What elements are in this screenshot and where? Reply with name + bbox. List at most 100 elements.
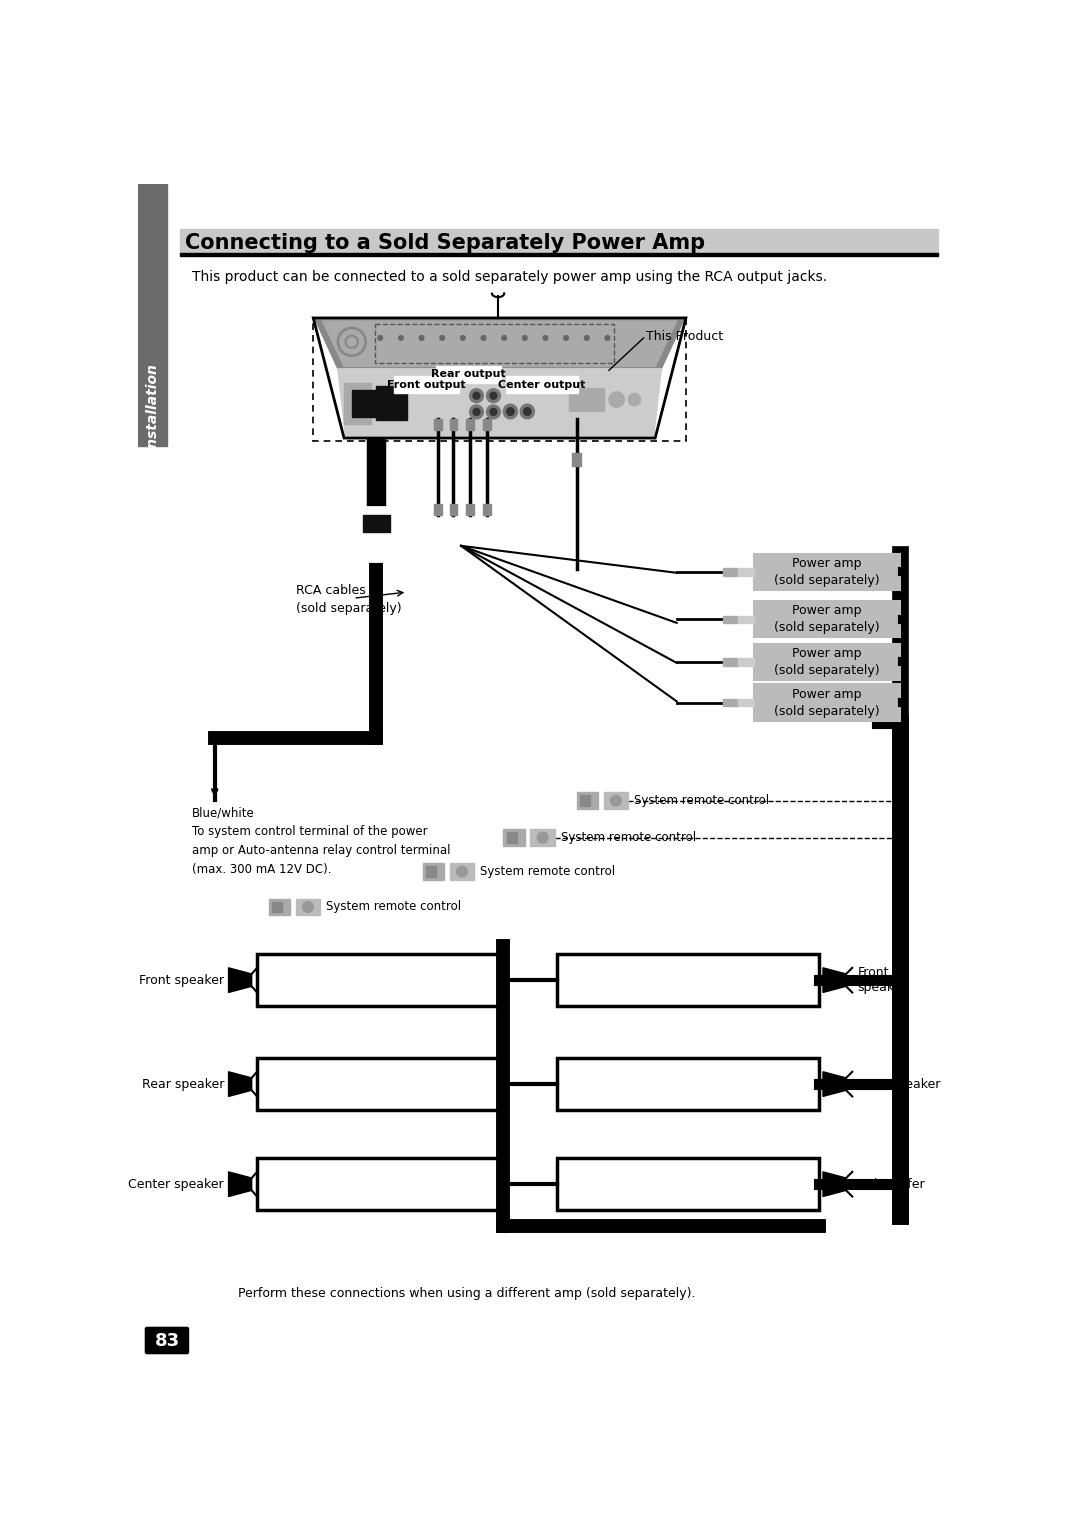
Text: 83: 83 [154, 1332, 179, 1349]
Polygon shape [314, 319, 685, 369]
Text: System remote control: System remote control [562, 831, 697, 845]
Circle shape [584, 336, 589, 340]
Circle shape [419, 336, 423, 340]
Text: Rear speaker: Rear speaker [141, 1078, 224, 1090]
Circle shape [440, 336, 445, 340]
Bar [257, 954, 503, 1006]
Bar [484, 503, 491, 515]
Polygon shape [338, 369, 661, 438]
Bar [569, 388, 604, 411]
Bar [754, 684, 900, 721]
Polygon shape [823, 967, 846, 992]
Bar [723, 616, 739, 624]
Circle shape [524, 408, 530, 414]
Bar [572, 454, 581, 466]
Bar [422, 863, 444, 880]
Bar [345, 383, 372, 406]
Text: Center output: Center output [498, 380, 585, 389]
Circle shape [521, 405, 535, 419]
Bar [723, 699, 739, 707]
Bar [352, 391, 377, 417]
Bar [484, 419, 491, 429]
Circle shape [470, 405, 484, 419]
Bar [754, 601, 900, 638]
Bar [604, 793, 629, 809]
Circle shape [538, 832, 549, 843]
FancyBboxPatch shape [394, 377, 459, 394]
Text: Power amp
(sold separately): Power amp (sold separately) [774, 556, 880, 587]
Circle shape [507, 408, 514, 414]
Bar [557, 1058, 819, 1110]
Bar [180, 228, 939, 253]
Circle shape [502, 336, 507, 340]
Bar [345, 408, 372, 425]
Circle shape [486, 405, 500, 419]
Bar [503, 829, 525, 846]
Bar [723, 658, 739, 665]
Bar [426, 866, 436, 877]
Text: Front speaker: Front speaker [139, 973, 224, 987]
Polygon shape [323, 320, 677, 366]
Bar [180, 253, 939, 256]
Bar [467, 503, 474, 515]
Text: System remote control: System remote control [634, 794, 769, 808]
Text: Power amp
(sold separately): Power amp (sold separately) [774, 647, 880, 676]
Circle shape [523, 336, 527, 340]
Bar [138, 184, 167, 446]
Text: This Product: This Product [646, 330, 723, 343]
Text: Perform these connections when using a different amp (sold separately).: Perform these connections when using a d… [238, 1286, 696, 1300]
Circle shape [490, 408, 497, 415]
Circle shape [605, 336, 610, 340]
Circle shape [503, 405, 517, 419]
Circle shape [302, 901, 313, 912]
Text: Front
speaker: Front speaker [858, 966, 907, 993]
Circle shape [507, 408, 514, 415]
Text: This product can be connected to a sold separately power amp using the RCA outpu: This product can be connected to a sold … [191, 270, 826, 284]
Polygon shape [823, 1072, 846, 1096]
Polygon shape [229, 1072, 252, 1096]
Bar [739, 658, 754, 665]
Polygon shape [229, 1171, 252, 1197]
Text: Installation: Installation [146, 363, 160, 452]
Bar [530, 829, 555, 846]
Polygon shape [229, 967, 252, 992]
Circle shape [486, 389, 500, 403]
Polygon shape [823, 1171, 846, 1197]
Bar [754, 553, 900, 590]
Bar [363, 515, 390, 532]
Circle shape [470, 389, 484, 403]
Circle shape [609, 392, 624, 408]
Circle shape [473, 408, 480, 415]
Bar [296, 898, 320, 915]
Circle shape [399, 336, 403, 340]
Bar [269, 898, 291, 915]
Text: Rear output: Rear output [432, 369, 507, 379]
Circle shape [629, 394, 640, 406]
Bar [313, 317, 686, 442]
Text: Connecting to a Sold Separately Power Amp: Connecting to a Sold Separately Power Am… [186, 233, 705, 253]
Text: Subwoofer: Subwoofer [858, 1177, 924, 1191]
Bar [357, 507, 395, 561]
Bar [557, 1157, 819, 1211]
Text: RCA cables
(sold separately): RCA cables (sold separately) [296, 584, 401, 615]
Bar [257, 1157, 503, 1211]
Circle shape [543, 336, 548, 340]
Bar [557, 954, 819, 1006]
Circle shape [482, 336, 486, 340]
Bar [375, 323, 613, 363]
FancyBboxPatch shape [146, 1328, 189, 1354]
Circle shape [610, 796, 621, 806]
Circle shape [490, 392, 497, 399]
Bar [507, 832, 517, 843]
Text: Power amp
(sold separately): Power amp (sold separately) [774, 604, 880, 635]
Bar [577, 793, 598, 809]
Bar [739, 699, 754, 707]
Bar [739, 567, 754, 575]
Text: Front output: Front output [387, 380, 465, 389]
Bar [754, 644, 900, 679]
Bar [467, 419, 474, 429]
Text: Power amp
(sold separately): Power amp (sold separately) [774, 688, 880, 717]
Text: System remote control: System remote control [481, 865, 616, 878]
Text: System remote control: System remote control [326, 900, 461, 914]
Bar [434, 503, 442, 515]
